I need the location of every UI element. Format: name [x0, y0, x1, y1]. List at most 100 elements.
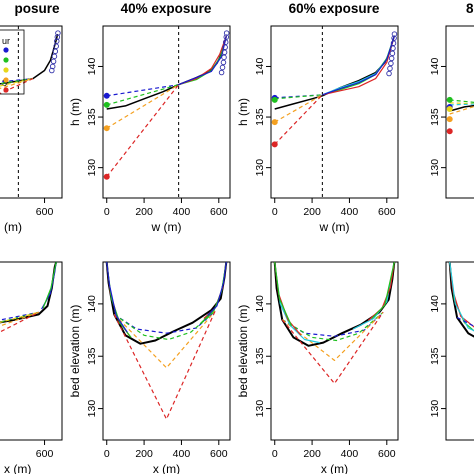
panel-6-y-axis-label: bed elevation (m): [68, 305, 82, 398]
panel-1-legend-marker-5: [3, 87, 9, 93]
panel-6-ytick-label-130: 130: [86, 400, 98, 418]
panel-5-plot: 600 x (m): [0, 261, 63, 474]
panel-1-obs-point-7: [54, 38, 60, 44]
panel-6-xtick-label-600: 600: [210, 448, 228, 460]
panel-3-obs-point-8: [391, 35, 397, 41]
panel-4-endpoint-orange: [446, 116, 453, 123]
panel-1-xtick-label-600: 600: [36, 206, 54, 218]
panel-6-series-6-red: [106, 262, 130, 336]
panel-3-ytick-label-135: 135: [254, 108, 266, 126]
panel-1-marks: [0, 26, 61, 198]
panel-3-endpoint-red: [271, 141, 278, 148]
panel-2-obs-point-8: [223, 34, 230, 40]
panel-3-title: 60% exposure: [289, 1, 380, 16]
panel-4-title: 8: [466, 1, 474, 16]
panel-6-ytick-label-135: 135: [86, 347, 98, 365]
panel-7-xtick-label-400: 400: [341, 448, 359, 460]
panel-2-obs-point-3: [220, 59, 227, 66]
panel-3-xtick-label-400: 400: [341, 206, 359, 218]
panel-3-obs-point-5: [389, 50, 396, 57]
panel-1-obs-point-8: [54, 34, 61, 40]
panel-2-endpoint-red: [103, 173, 110, 180]
panel-5-series-5-orange: [0, 311, 39, 327]
panel-7-series-7-cyan: [352, 262, 395, 330]
panel-2-series-2-blue: [106, 84, 179, 97]
panel-6-ytick-label-140: 140: [86, 295, 98, 313]
panel-1-obs-point-2: [49, 63, 56, 70]
panel-8-ytick-label-140: 140: [429, 295, 441, 313]
panel-2-title: 40% exposure: [121, 1, 212, 16]
panel-7-frame: [270, 261, 399, 441]
panel-7-plot: 0 200 400 600 130 135 140 x (m) bed elevation (m…: [236, 261, 399, 474]
panel-2-ytick-label-135: 135: [86, 108, 98, 126]
panel-1-obs-point-5: [52, 48, 59, 55]
panel-4-series-1-obs: [449, 104, 474, 112]
panel-5-frame: [0, 261, 63, 441]
panel-2-obs-point-2: [219, 64, 226, 71]
panel-2-obs-point-7: [222, 39, 229, 45]
panel-3-obs-point-7: [390, 40, 397, 46]
panel-1-obs-point-4: [51, 53, 58, 60]
panel-2-plot: 0 200 400 600 130 135 140 w (m) h (m): [68, 25, 231, 234]
panel-7-series-10-green: [274, 262, 293, 327]
panel-2-series-8-blue: [178, 35, 227, 86]
panel-7-xtick-label-200: 200: [303, 448, 321, 460]
panel-1-series-5-orange: [0, 78, 34, 90]
panel-5-series-6-red: [0, 311, 39, 333]
panel-5-series-2-blue: [0, 311, 39, 321]
panel-3-obs-point-3: [388, 60, 394, 67]
panel-2-endpoint-green: [103, 101, 110, 108]
panel-7-ytick-label-130: 130: [254, 400, 266, 418]
panel-6-xtick-label-400: 400: [173, 448, 191, 460]
panel-7-ytick-label-135: 135: [254, 347, 266, 365]
panel-5-series-1-obs: [0, 262, 58, 324]
panel-3-plot: 0 200 400 600 130 135 140 w (m) h (m): [236, 25, 399, 234]
panel-4-series-5-orange: [449, 105, 474, 115]
panel-4-series-2-green: [449, 99, 474, 103]
panel-6-series-11-blue: [207, 262, 227, 316]
panel-3-series-6-cyan: [322, 35, 395, 96]
panel-7-series-3-green: [281, 311, 384, 342]
panel-1-x-axis-label: (m): [4, 220, 22, 234]
panel-7-marks: [273, 262, 396, 385]
panel-7-x-axis-label: x (m): [321, 462, 348, 474]
panel-7-series-1-obs: [273, 262, 396, 347]
panel-2-endpoint-blue: [103, 92, 110, 99]
panel-3-y-axis-label: h (m): [236, 98, 250, 126]
panel-2-obs-point-1: [218, 69, 225, 76]
panel-2-xtick-label-200: 200: [135, 206, 153, 218]
panel-2-frame: [102, 25, 231, 199]
panel-2-marks: [103, 26, 230, 198]
panel-5-series-8-green: [42, 262, 57, 309]
panel-6-series-8-green: [106, 262, 132, 338]
panel-5-xtick-label-600: 600: [36, 448, 54, 460]
panel-2-ytick-label-140: 140: [86, 58, 98, 76]
panel-3-series-9-blue: [322, 35, 395, 96]
panel-3-xtick-label-600: 600: [378, 206, 396, 218]
panel-1-title: posure: [14, 1, 60, 16]
panel-2-ytick-label-130: 130: [86, 159, 98, 177]
legend-fragment-1: ur: [2, 36, 10, 46]
panel-2-series-5-red: [106, 84, 180, 178]
panel-7-xtick-label-600: 600: [378, 448, 396, 460]
panel-4-endpoint-red: [446, 128, 453, 135]
panel-3-obs-point-9: [391, 31, 398, 37]
panel-3-frame: [270, 25, 399, 199]
panel-2-series-3-green: [106, 84, 179, 106]
panel-7-ytick-label-140: 140: [254, 295, 266, 313]
panel-1-obs-point-9: [55, 30, 61, 36]
panel-1-plot: 600 (m): [0, 25, 63, 234]
panel-1-legend-marker-1: [3, 47, 9, 53]
panel-4-ytick-label-135: 135: [429, 108, 441, 126]
panel-2-obs-point-6: [222, 44, 228, 50]
panel-8-ytick-label-135: 135: [429, 347, 441, 365]
panel-8-frame: [445, 261, 474, 441]
panel-4-ytick-label-130: 130: [429, 159, 441, 177]
panel-8-marks: [448, 262, 474, 338]
panel-8-plot: 130 135 140: [429, 261, 474, 441]
plot-layer: 600 (m) 0 200 400 600 130 135 140 w (m) h (m) 0 200 4…: [0, 25, 474, 474]
panel-2-series-7-red: [178, 35, 227, 86]
panel-3-marks: [271, 26, 398, 198]
panel-2-obs-point-5: [221, 49, 228, 56]
